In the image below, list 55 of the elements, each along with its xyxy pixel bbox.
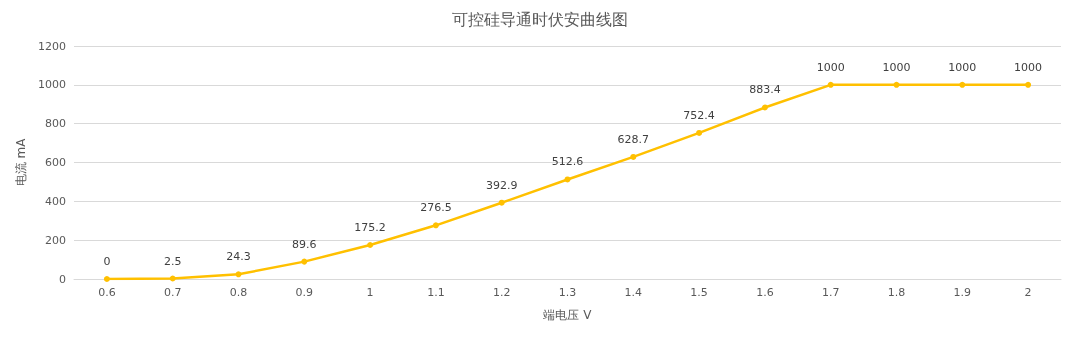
x-tick-label: 1.2	[492, 286, 511, 299]
data-label: 1000	[1014, 60, 1043, 74]
point	[564, 176, 571, 183]
chart-title: 可控硅导通时伏安曲线图	[452, 9, 628, 29]
x-tick-label: 1.3	[558, 286, 577, 299]
data-label: 89.6	[292, 237, 317, 251]
x-tick-label: 0.8	[229, 286, 248, 299]
point	[761, 104, 768, 111]
point	[630, 153, 637, 160]
point	[893, 81, 900, 88]
x-axis-title: 端电压 V	[543, 308, 593, 322]
y-tick-label: 1200	[38, 39, 66, 53]
point	[235, 271, 242, 278]
data-label: 1000	[882, 60, 911, 74]
y-tick-label: 400	[45, 194, 66, 208]
x-tick-label: 1.9	[953, 286, 972, 299]
data-label: 512.6	[551, 155, 584, 169]
x-tick-label: 1.7	[821, 286, 840, 299]
data-label: 628.7	[617, 132, 650, 146]
x-tick-label: 1	[366, 286, 374, 299]
x-tick-label: 0.7	[163, 286, 182, 299]
x-tick-label: 1.8	[887, 286, 906, 299]
y-tick-label: 0	[59, 272, 66, 286]
point	[301, 258, 308, 265]
x-tick-label: 2	[1024, 286, 1032, 299]
x-tick-label: 1.5	[690, 286, 708, 299]
data-label: 175.2	[354, 220, 386, 234]
point	[103, 276, 110, 282]
data-label: 883.4	[749, 83, 781, 97]
data-label: 1000	[948, 60, 977, 74]
y-tick-label: 1000	[38, 78, 66, 92]
x-tick-label: 0.6	[98, 286, 116, 299]
point	[432, 222, 439, 229]
y-tick-label: 600	[45, 156, 66, 169]
data-label: 392.9	[485, 178, 518, 192]
y-tick-label: 200	[45, 233, 66, 247]
x-tick-label: 0.9	[295, 286, 314, 299]
data-label: 752.4	[683, 108, 715, 122]
point	[959, 81, 966, 88]
point	[367, 241, 374, 248]
point	[1025, 81, 1032, 88]
y-tick-label: 800	[45, 117, 66, 131]
point	[696, 129, 703, 136]
data-label: 2.5	[163, 254, 182, 268]
data-label: 276.5	[420, 201, 452, 215]
y-axis-title: 电流 mA	[14, 137, 29, 187]
point	[827, 81, 834, 88]
x-tick-label: 1.1	[427, 286, 445, 299]
point	[498, 199, 505, 206]
x-tick-label: 1.6	[756, 286, 774, 299]
x-tick-label: 1.4	[624, 286, 643, 299]
data-label: 24.3	[226, 250, 251, 264]
data-label: 1000	[816, 60, 845, 74]
data-label: 0	[103, 255, 111, 268]
point	[169, 275, 176, 282]
